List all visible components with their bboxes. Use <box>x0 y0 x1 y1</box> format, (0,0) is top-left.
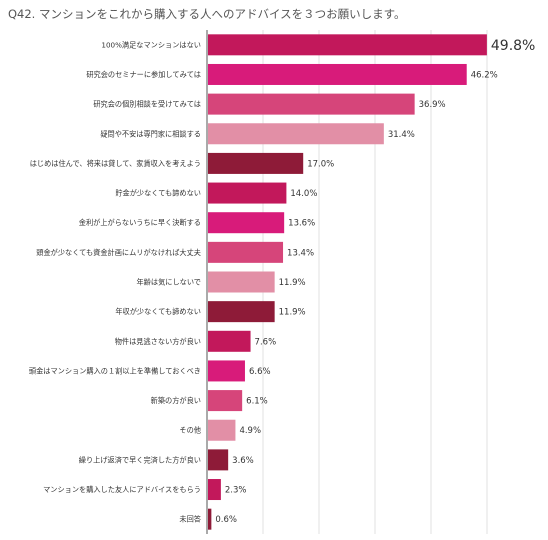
bar-15 <box>208 449 229 471</box>
category-label-13: 新築の方が良い <box>151 396 201 405</box>
value-label-3: 36.9% <box>419 100 446 110</box>
bar-9 <box>208 271 275 293</box>
category-label-9: 年齢は気にしないで <box>137 278 201 287</box>
category-label-12: 頭金はマンション購入の１割以上を準備しておくべき <box>29 366 201 375</box>
value-label-6: 14.0% <box>290 189 317 199</box>
bar-12 <box>208 360 245 382</box>
category-label-3: 研究会の個別相談を受けてみては <box>93 100 201 109</box>
category-label-4: 疑問や不安は専門家に相談する <box>100 129 201 138</box>
bar-6 <box>208 182 287 204</box>
bar-13 <box>208 390 243 412</box>
category-label-6: 貯金が少なくても諦めない <box>115 189 201 198</box>
value-label-7: 13.6% <box>288 219 315 229</box>
value-label-15: 3.6% <box>232 456 254 466</box>
value-label-16: 2.3% <box>225 486 247 496</box>
bar-10 <box>208 301 275 323</box>
bar-4 <box>208 123 384 145</box>
value-label-11: 7.6% <box>255 337 277 347</box>
chart-title: Q42. マンションをこれから購入する人へのアドバイスを３つお願いします。 <box>8 7 406 21</box>
bar-7 <box>208 212 285 234</box>
value-label-2: 46.2% <box>471 70 498 80</box>
category-label-16: マンションを購入した友人にアドバイスをもらう <box>43 485 201 494</box>
value-label-12: 6.6% <box>249 367 271 377</box>
value-label-14: 4.9% <box>239 426 261 436</box>
value-label-17: 0.6% <box>215 515 237 525</box>
category-label-7: 金利が上がらないうちに早く決断する <box>79 218 201 227</box>
bar-5 <box>208 152 304 174</box>
bar-17 <box>208 508 212 530</box>
category-label-17: 未回答 <box>179 515 201 524</box>
category-label-14: その他 <box>179 426 201 435</box>
category-label-15: 繰り上げ返済で早く完済した方が良い <box>79 455 201 464</box>
value-label-1: 49.8% <box>491 38 535 54</box>
value-labels: 49.8% 46.2% 36.9% 31.4% 17.0% 14.0% 13.6% 13.4%… <box>215 38 535 525</box>
value-label-4: 31.4% <box>388 130 415 140</box>
value-label-13: 6.1% <box>246 397 268 407</box>
category-label-11: 物件は見逃さない方が良い <box>115 337 201 346</box>
bar-14 <box>208 419 236 441</box>
category-label-5: はじめは住んで、将来は貸して、家賃収入を考えよう <box>30 159 201 168</box>
category-label-2: 研究会のセミナーに参加してみては <box>86 70 201 79</box>
bar-11 <box>208 330 251 352</box>
bar-16 <box>208 479 221 501</box>
bar-1 <box>208 34 487 56</box>
value-label-5: 17.0% <box>307 159 334 169</box>
category-labels: 100%満足なマンションはない研究会のセミナーに参加してみては研究会の個別相談を… <box>29 40 201 523</box>
value-label-8: 13.4% <box>287 248 314 258</box>
value-label-9: 11.9% <box>279 278 306 288</box>
bar-3 <box>208 93 415 115</box>
bar-2 <box>208 63 467 85</box>
bar-8 <box>208 241 284 263</box>
bars-group <box>208 34 487 530</box>
category-label-8: 頭金が少なくても資金計画にムリがなければ大丈夫 <box>36 248 201 257</box>
category-label-1: 100%満足なマンションはない <box>101 40 201 49</box>
category-label-10: 年収が少なくても諦めない <box>115 307 201 316</box>
value-label-10: 11.9% <box>279 308 306 318</box>
